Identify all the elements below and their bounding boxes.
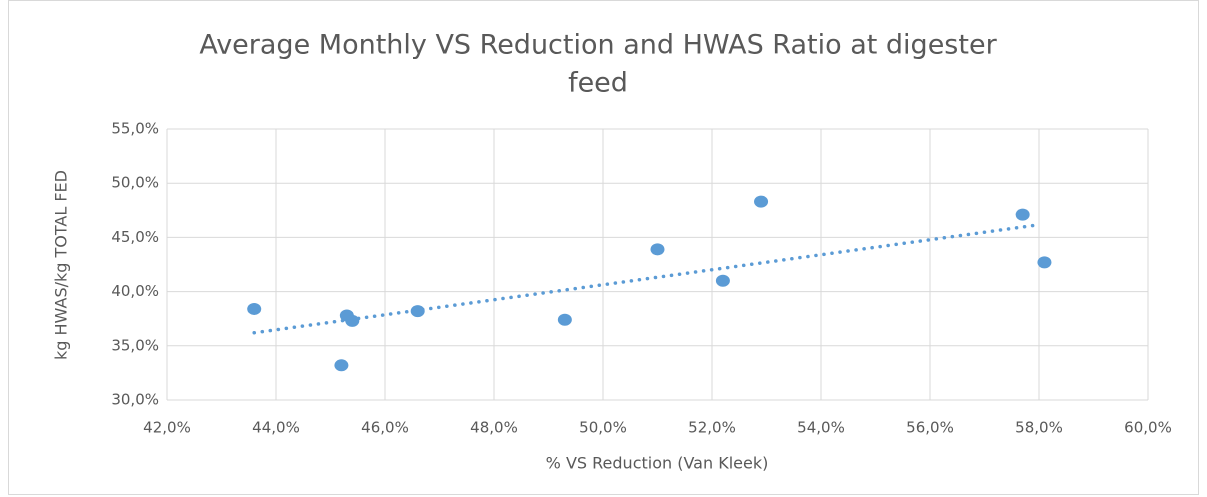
data-point (410, 305, 425, 318)
y-tick-label: 40,0% (111, 282, 159, 300)
x-tick-label: 48,0% (470, 419, 518, 437)
x-tick-label: 42,0% (143, 419, 191, 437)
y-axis-title: kg HWAS/kg TOTAL FED (52, 170, 71, 360)
x-tick-label: 60,0% (1124, 419, 1172, 437)
y-tick-label: 50,0% (111, 174, 159, 192)
x-axis-title: % VS Reduction (Van Kleek) (546, 454, 769, 473)
data-point (247, 302, 262, 315)
x-tick-label: 52,0% (688, 419, 736, 437)
x-tick-label: 44,0% (252, 419, 300, 437)
trendline (252, 223, 1036, 335)
data-point (334, 359, 349, 372)
x-tick-label: 46,0% (361, 419, 409, 437)
y-tick-label: 35,0% (111, 336, 159, 354)
x-tick-label: 54,0% (797, 419, 845, 437)
data-point (715, 274, 730, 287)
x-tick-label: 58,0% (1015, 419, 1063, 437)
data-point (557, 313, 572, 326)
data-point (1037, 256, 1052, 269)
chart-title: feed (568, 68, 628, 99)
x-tick-label: 50,0% (579, 419, 627, 437)
y-tick-label: 45,0% (111, 228, 159, 246)
data-point (754, 195, 769, 208)
y-tick-label: 30,0% (111, 391, 159, 409)
x-tick-label: 56,0% (906, 419, 954, 437)
y-tick-label: 55,0% (111, 120, 159, 138)
data-point (345, 314, 360, 327)
chart-title: Average Monthly VS Reduction and HWAS Ra… (199, 30, 997, 61)
data-point (1015, 208, 1030, 221)
data-point (650, 243, 665, 256)
